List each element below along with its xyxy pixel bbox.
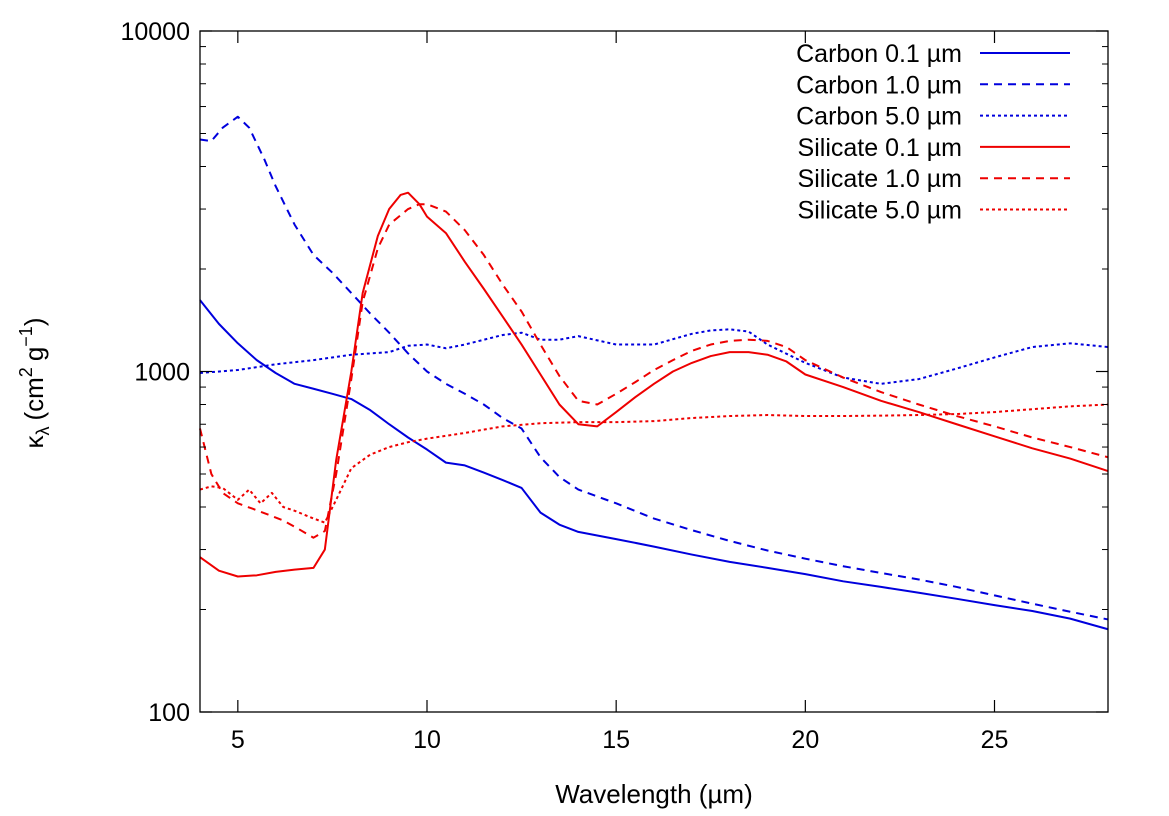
legend: Carbon 0.1 µm Carbon 1.0 µm Carbon 5.0 µm S… — [796, 40, 1070, 225]
y-axis-label-exp2: 2 — [16, 367, 36, 377]
y-tick-label: 10000 — [120, 18, 190, 46]
plot-area — [199, 115, 1109, 631]
series-line-carbon-1-0-m — [199, 115, 1109, 621]
y-tick-label: 100 — [148, 699, 190, 727]
y-axis-label-kappa: κ — [19, 435, 49, 449]
x-tick-label: 20 — [791, 726, 819, 754]
x-tick-label: 10 — [413, 726, 441, 754]
y-axis-label-close: ) — [19, 317, 49, 326]
legend-label-silicate-0-1-m: Silicate 0.1 µm — [798, 134, 962, 162]
y-axis-label-g: g — [19, 347, 49, 361]
legend-label-silicate-1-0-m: Silicate 1.0 µm — [798, 165, 962, 193]
y-axis-label-open: (cm — [19, 377, 49, 420]
series-line-carbon-0-1-m — [199, 299, 1109, 631]
x-tick-label: 5 — [231, 726, 245, 754]
x-tick-label: 15 — [602, 726, 630, 754]
series-line-carbon-5-0-m — [199, 328, 1109, 385]
series-line-silicate-1-0-m — [199, 203, 1109, 539]
y-axis-label-lambda: λ — [33, 427, 53, 436]
series-line-silicate-0-1-m — [199, 191, 1109, 578]
y-axis-label: κλ (cm2 g−1) — [16, 317, 53, 448]
svg-text:κλ(cm2g−1): κλ (cm2 g−1) — [16, 317, 53, 448]
tick-labels: 5 10 15 20 25 100 1000 10000 — [120, 18, 1008, 754]
legend-label-carbon-0-1-m: Carbon 0.1 µm — [796, 40, 962, 68]
axis-ticks — [200, 30, 1108, 713]
legend-label-carbon-1-0-m: Carbon 1.0 µm — [796, 71, 962, 99]
y-axis-label-exp-neg1: −1 — [16, 326, 36, 347]
legend-label-silicate-5-0-m: Silicate 5.0 µm — [798, 197, 962, 225]
x-tick-label: 25 — [981, 726, 1009, 754]
y-tick-label: 1000 — [134, 359, 190, 387]
series-line-silicate-5-0-m — [199, 403, 1109, 524]
x-axis-label: Wavelength (µm) — [555, 779, 753, 809]
legend-label-carbon-5-0-m: Carbon 5.0 µm — [796, 103, 962, 131]
